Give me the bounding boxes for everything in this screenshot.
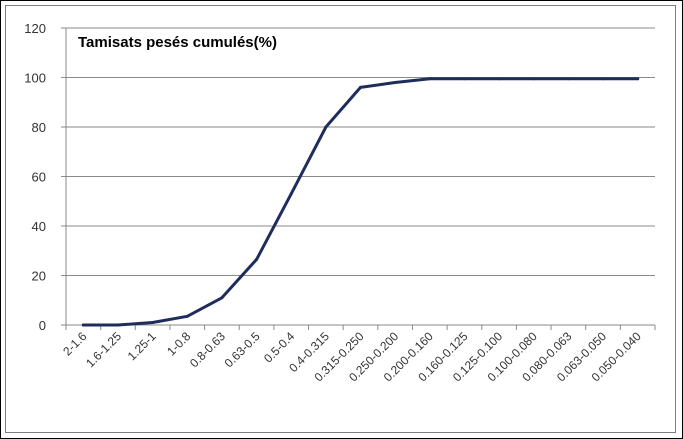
data-point: [428, 77, 432, 81]
data-point: [81, 323, 85, 327]
data-point: [185, 314, 189, 318]
y-tick-label: 80: [32, 120, 46, 135]
y-tick-label: 60: [32, 170, 46, 185]
y-tick-label: 40: [32, 219, 46, 234]
x-tick-label: 0.63-0.5: [222, 329, 263, 370]
y-tick-labels: 0 20 40 60 80 100 120: [24, 21, 46, 333]
data-point: [151, 321, 155, 325]
y-tick-label: 20: [32, 269, 46, 284]
data-point: [532, 77, 536, 81]
series: [81, 77, 640, 327]
data-point: [116, 323, 120, 327]
y-tick-label: 120: [24, 21, 46, 36]
x-tick-labels: 2-1.61.6-1.25 1.25-1 1-0.80.8-0.630.63-0.5…: [60, 329, 644, 384]
chart-area: [5, 5, 676, 433]
data-point: [462, 77, 466, 81]
data-point: [289, 192, 293, 196]
data-point: [359, 85, 362, 89]
x-tick-label: 1.25-1: [125, 329, 159, 363]
data-point: [636, 77, 640, 81]
data-point: [566, 77, 570, 81]
data-point: [220, 296, 224, 300]
series-line: [81, 77, 640, 327]
y-tick-label: 0: [39, 318, 46, 333]
axes: [61, 27, 656, 330]
x-tick-label: 1-0.8: [164, 329, 193, 358]
data-point: [324, 125, 328, 129]
chart-title: Tamisats pesés cumulés(%): [78, 34, 277, 51]
data-point: [601, 77, 605, 81]
y-tick-label: 100: [24, 71, 46, 86]
x-tick-label: 0.8-0.63: [187, 329, 228, 370]
data-point: [393, 80, 397, 84]
x-tick-label: 1.6-1.25: [83, 329, 124, 370]
data-point: [255, 257, 259, 261]
data-point: [497, 77, 501, 81]
x-tick-label: 2-1.6: [60, 329, 89, 358]
gridlines: [66, 27, 655, 276]
